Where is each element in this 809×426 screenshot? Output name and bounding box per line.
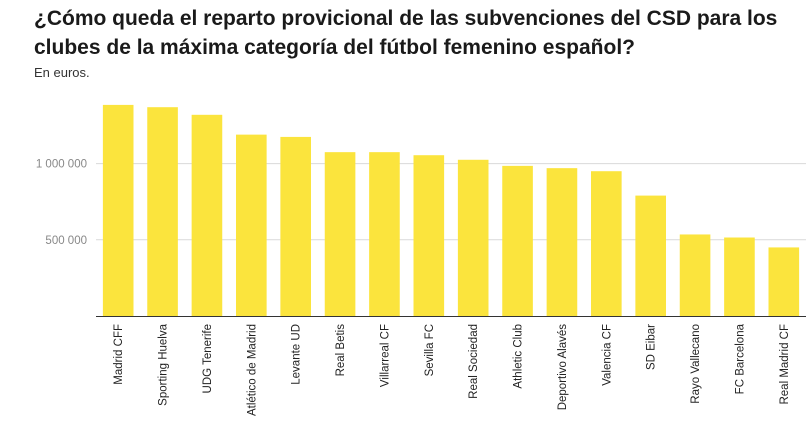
bar xyxy=(191,114,223,317)
bar xyxy=(591,171,622,316)
x-tick-label: UDG Tenerife xyxy=(202,324,214,393)
bar xyxy=(369,152,400,316)
bar xyxy=(679,234,711,316)
x-tick-label: Deportivo Alavés xyxy=(557,324,569,411)
x-tick-label: Real Betis xyxy=(335,324,347,377)
chart-subtitle: En euros. xyxy=(34,65,90,80)
bar xyxy=(546,168,578,316)
x-tick-label: Madrid CFF xyxy=(113,324,125,385)
bar xyxy=(324,152,356,316)
x-tick-label: Real Madrid CF xyxy=(779,324,791,405)
bar xyxy=(102,104,134,317)
bar xyxy=(413,155,445,316)
x-tick-label: SD Eibar xyxy=(646,324,658,370)
x-tick-label: Villarreal CF xyxy=(379,324,391,387)
bar xyxy=(147,107,178,316)
bar xyxy=(635,195,666,316)
bar xyxy=(768,247,800,316)
y-tick-label: 500 000 xyxy=(45,235,87,247)
x-tick-label: Sevilla FC xyxy=(424,324,436,376)
chart-title: ¿Cómo queda el reparto provicional de la… xyxy=(34,7,778,59)
x-tick-label: Rayo Vallecano xyxy=(690,324,702,404)
bar xyxy=(236,134,267,316)
y-tick-label: 1 000 000 xyxy=(36,159,87,171)
bar xyxy=(502,165,533,316)
x-tick-label: Valencia CF xyxy=(601,324,613,386)
bar xyxy=(724,237,755,316)
x-tick-label: Sporting Huelva xyxy=(158,323,170,405)
x-tick-label: Levante UD xyxy=(291,324,303,385)
x-tick-label: Athletic Club xyxy=(513,324,525,389)
x-tick-label: Real Sociedad xyxy=(468,324,480,399)
bar xyxy=(280,136,311,316)
x-tick-label: FC Barcelona xyxy=(734,323,746,394)
bar xyxy=(457,159,489,316)
x-tick-label: Atlético de Madrid xyxy=(246,324,258,416)
